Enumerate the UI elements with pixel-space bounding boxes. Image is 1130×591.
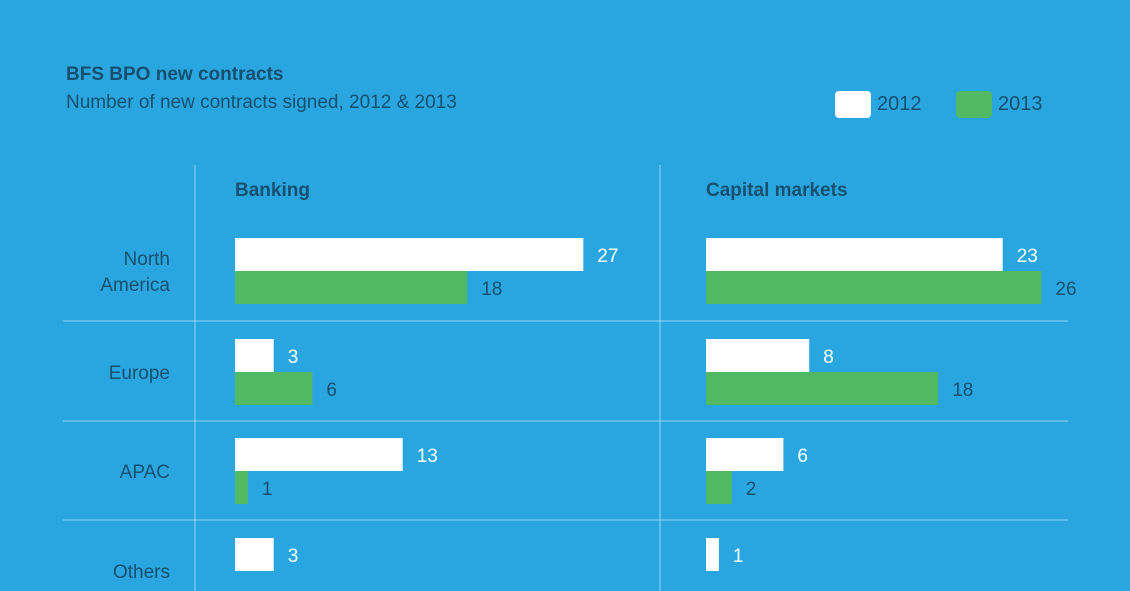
- legend-item-2012: 2012: [835, 91, 922, 118]
- legend-label-2012: 2012: [877, 93, 922, 115]
- bar-capital-markets-apac-2012: [706, 438, 784, 471]
- data-label-capital-markets-apac-2012: 6: [797, 446, 808, 467]
- bar-capital-markets-north-america-2013: [706, 271, 1042, 304]
- bar-capital-markets-apac-2013: [706, 471, 732, 504]
- chart-title: BFS BPO new contracts: [66, 64, 284, 85]
- legend-swatch-2013: [956, 91, 992, 118]
- panel-title-banking: Banking: [235, 180, 310, 201]
- category-label-others: Others: [113, 562, 170, 583]
- bar-capital-markets-others-2012: [706, 538, 719, 571]
- data-label-capital-markets-europe-2013: 18: [952, 380, 973, 401]
- bar-capital-markets-europe-2012: [706, 339, 810, 372]
- bar-banking-north-america-2013: [235, 271, 468, 304]
- chart-subtitle: Number of new contracts signed, 2012 & 2…: [66, 92, 457, 113]
- data-label-banking-others-2012: 3: [288, 546, 299, 567]
- data-label-banking-north-america-2012: 27: [597, 246, 618, 267]
- legend-label-2013: 2013: [998, 93, 1043, 115]
- data-label-capital-markets-apac-2013: 2: [746, 479, 757, 500]
- panel-title-capital-markets: Capital markets: [706, 180, 848, 201]
- bar-banking-europe-2013: [235, 372, 313, 405]
- bar-banking-apac-2013: [235, 471, 248, 504]
- data-label-capital-markets-north-america-2012: 23: [1017, 246, 1038, 267]
- bar-capital-markets-europe-2013: [706, 372, 939, 405]
- bar-banking-europe-2012: [235, 339, 274, 372]
- bar-banking-others-2012: [235, 538, 274, 571]
- bar-banking-north-america-2012: [235, 238, 584, 271]
- legend-item-2013: 2013: [956, 91, 1043, 118]
- data-label-capital-markets-others-2012: 1: [733, 546, 744, 567]
- data-label-banking-apac-2013: 1: [262, 479, 273, 500]
- category-label-europe: Europe: [109, 363, 170, 384]
- category-label-north-america: North America: [100, 249, 170, 296]
- data-label-banking-europe-2013: 6: [326, 380, 337, 401]
- data-label-banking-apac-2012: 13: [417, 446, 438, 467]
- data-label-capital-markets-europe-2012: 8: [823, 347, 834, 368]
- legend-swatch-2012: [835, 91, 871, 118]
- category-label-apac: APAC: [120, 462, 170, 483]
- bar-capital-markets-north-america-2012: [706, 238, 1003, 271]
- data-label-capital-markets-north-america-2013: 26: [1055, 279, 1076, 300]
- data-label-banking-europe-2012: 3: [288, 347, 299, 368]
- data-label-banking-north-america-2013: 18: [481, 279, 502, 300]
- bar-banking-apac-2012: [235, 438, 403, 471]
